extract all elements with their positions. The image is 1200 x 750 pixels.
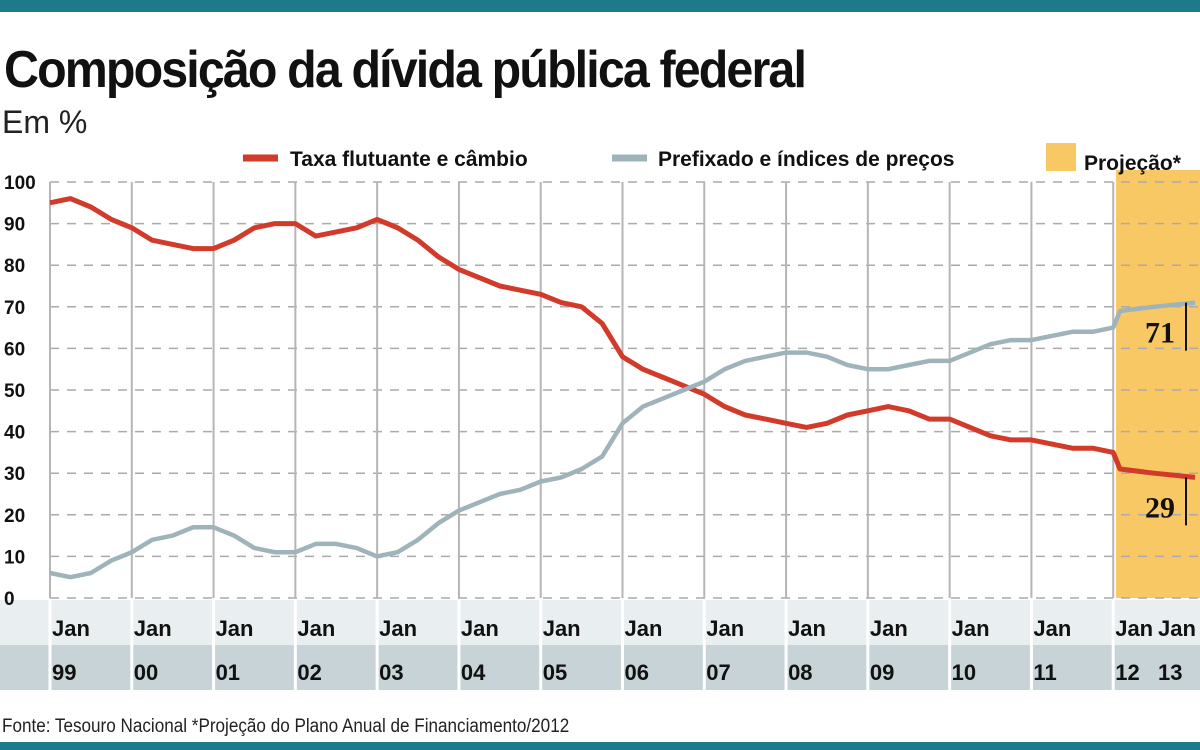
- y-tick-label: 70: [4, 298, 25, 319]
- bottom-bar: [0, 742, 1200, 750]
- y-tick-label: 0: [4, 589, 15, 610]
- x-tick-year: 07: [706, 660, 730, 685]
- x-tick-month: Jan: [1115, 616, 1153, 641]
- legend-label-projecao: Projeção*: [1084, 152, 1182, 175]
- x-tick-year: 04: [461, 660, 486, 685]
- x-tick-month: Jan: [297, 616, 335, 641]
- x-tick-year: 12: [1115, 660, 1139, 685]
- projection-area: [1116, 170, 1200, 598]
- x-tick-year: 13: [1158, 660, 1182, 685]
- y-tick-label: 80: [4, 256, 25, 277]
- x-tick-month: Jan: [461, 616, 499, 641]
- x-tick-month: Jan: [952, 616, 990, 641]
- top-bar: [0, 0, 1200, 12]
- x-tick-year: 08: [788, 660, 812, 685]
- chart-subtitle: Em %: [2, 104, 88, 140]
- source-note: Fonte: Tesouro Nacional *Projeção do Pla…: [2, 716, 570, 737]
- x-band-month: [0, 600, 1200, 645]
- x-tick-month: Jan: [1158, 616, 1196, 641]
- x-tick-month: Jan: [379, 616, 417, 641]
- y-tick-label: 30: [4, 464, 25, 485]
- y-tick-label: 90: [4, 215, 25, 236]
- x-tick-year: 00: [134, 660, 158, 685]
- end-label: 71: [1145, 317, 1175, 350]
- series-line-taxa-flutuante: [49, 196, 1196, 480]
- legend-label-prefixado: Prefixado e índices de preços: [658, 148, 954, 171]
- legend-swatch-projecao: [1046, 143, 1076, 171]
- y-tick-label: 60: [4, 339, 25, 360]
- x-tick-month: Jan: [1033, 616, 1071, 641]
- x-tick-year: 05: [543, 660, 567, 685]
- x-tick-year: 09: [870, 660, 894, 685]
- x-tick-year: 11: [1033, 660, 1056, 685]
- x-tick-year: 02: [297, 660, 321, 685]
- legend-label-taxa: Taxa flutuante e câmbio: [290, 148, 528, 171]
- y-tick-label: 10: [4, 547, 25, 568]
- y-tick-label: 50: [4, 381, 25, 402]
- x-tick-year: 99: [52, 660, 76, 685]
- x-tick-month: Jan: [134, 616, 172, 641]
- end-label: 29: [1145, 491, 1175, 524]
- x-tick-year: 06: [625, 660, 649, 685]
- x-tick-month: Jan: [870, 616, 908, 641]
- x-tick-year: 03: [379, 660, 403, 685]
- series-line-prefixado: [49, 300, 1196, 580]
- y-tick-label: 100: [4, 173, 36, 194]
- y-tick-label: 20: [4, 506, 25, 527]
- x-tick-month: Jan: [216, 616, 254, 641]
- x-tick-year: 10: [952, 660, 976, 685]
- y-tick-label: 40: [4, 423, 25, 444]
- x-tick-month: Jan: [52, 616, 90, 641]
- x-tick-month: Jan: [706, 616, 744, 641]
- chart-title: Composição da dívida pública federal: [4, 41, 807, 99]
- x-tick-month: Jan: [543, 616, 581, 641]
- x-band-year: [0, 645, 1200, 690]
- x-tick-month: Jan: [788, 616, 826, 641]
- x-tick-month: Jan: [625, 616, 663, 641]
- x-tick-year: 01: [216, 660, 240, 685]
